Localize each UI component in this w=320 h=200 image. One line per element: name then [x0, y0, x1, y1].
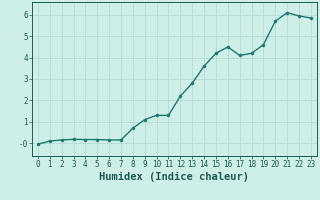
X-axis label: Humidex (Indice chaleur): Humidex (Indice chaleur) — [100, 172, 249, 182]
